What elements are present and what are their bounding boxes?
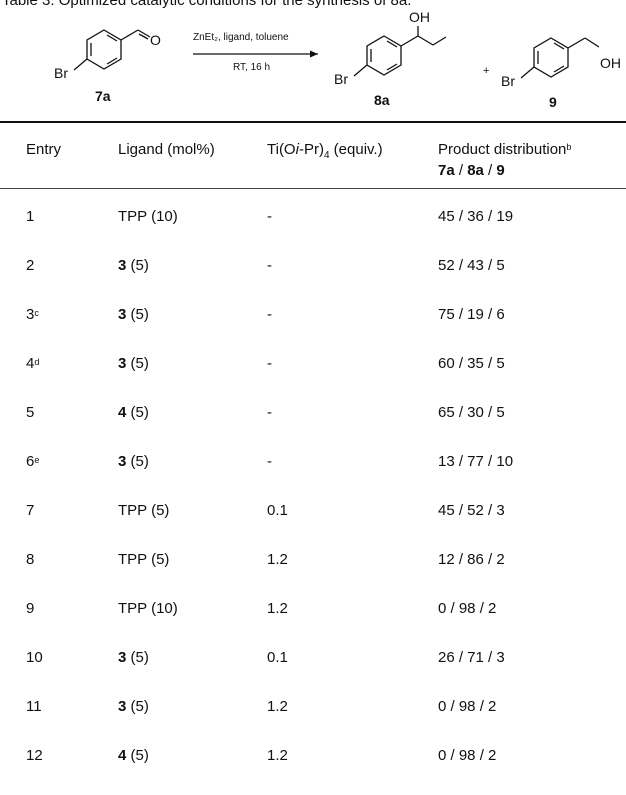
cell-entry: 12 [26, 747, 43, 764]
table-row: 9 TPP (10) 1.2 0 / 98 / 2 [0, 599, 626, 648]
cell-product-distribution: 65 / 30 / 5 [438, 404, 505, 421]
cell-entry: 5 [26, 404, 35, 421]
cell-entry: 9 [26, 600, 35, 617]
table-row: 3c 3 (5) - 75 / 19 / 6 [0, 305, 626, 354]
cell-ti-equiv: 0.1 [267, 649, 288, 666]
cell-ti-equiv: - [267, 355, 272, 372]
cell-ligand: 3 (5) [118, 453, 149, 470]
arrow-conditions-top: ZnEt₂, ligand, toluene [193, 32, 289, 43]
table-row: 1 TPP (10) - 45 / 36 / 19 [0, 207, 626, 256]
byproduct-bromine: Br [501, 73, 515, 89]
cell-product-distribution: 26 / 71 / 3 [438, 649, 505, 666]
cell-ti-equiv: 1.2 [267, 747, 288, 764]
cell-ligand: 4 (5) [118, 747, 149, 764]
table-row: 5 4 (5) - 65 / 30 / 5 [0, 403, 626, 452]
cell-product-distribution: 0 / 98 / 2 [438, 747, 497, 764]
cell-ligand: TPP (10) [118, 208, 178, 225]
cell-entry: 7 [26, 502, 35, 519]
product-bromine: Br [334, 71, 348, 87]
cell-entry: 3c [26, 306, 39, 323]
cell-ti-equiv: 0.1 [267, 502, 288, 519]
cell-product-distribution: 0 / 98 / 2 [438, 698, 497, 715]
cell-ligand: 3 (5) [118, 257, 149, 274]
substrate-oxygen: O [150, 32, 161, 48]
cell-ti-equiv: 1.2 [267, 600, 288, 617]
reaction-scheme: O Br 7a ZnEt₂, ligand, toluene RT, 16 h … [54, 9, 621, 110]
table-row: 2 3 (5) - 52 / 43 / 5 [0, 256, 626, 305]
cell-entry: 6e [26, 453, 40, 470]
cell-entry: 11 [26, 698, 42, 715]
substrate-bromine: Br [54, 65, 68, 81]
cell-product-distribution: 45 / 36 / 19 [438, 208, 514, 225]
table-row: 11 3 (5) 1.2 0 / 98 / 2 [0, 697, 626, 746]
substrate-label: 7a [95, 88, 111, 104]
table-header-rule [0, 188, 626, 189]
table-row: 6e 3 (5) - 13 / 77 / 10 [0, 452, 626, 501]
cell-product-distribution: 52 / 43 / 5 [438, 257, 505, 274]
cell-product-distribution: 12 / 86 / 2 [438, 551, 505, 568]
header-ligand: Ligand (mol%) [118, 141, 215, 158]
cell-product-distribution: 13 / 77 / 10 [438, 453, 514, 470]
product-hydroxyl: OH [409, 9, 430, 25]
table-caption: Table 3. Optimized catalytic conditions … [2, 0, 412, 9]
cell-ti-equiv: 1.2 [267, 698, 288, 715]
plus-sign: + [483, 65, 489, 77]
cell-ligand: 3 (5) [118, 306, 149, 323]
cell-ligand: 4 (5) [118, 404, 149, 421]
cell-ti-equiv: 1.2 [267, 551, 288, 568]
byproduct-label: 9 [549, 94, 557, 110]
cell-product-distribution: 0 / 98 / 2 [438, 600, 497, 617]
table-top-rule [0, 121, 626, 123]
cell-entry: 2 [26, 257, 35, 274]
cell-ligand: 3 (5) [118, 649, 149, 666]
cell-ti-equiv: - [267, 257, 272, 274]
product-label: 8a [374, 92, 390, 108]
table-row: 10 3 (5) 0.1 26 / 71 / 3 [0, 648, 626, 697]
cell-ligand: TPP (5) [118, 502, 170, 519]
cell-ti-equiv: - [267, 404, 272, 421]
cell-ligand: 3 (5) [118, 355, 149, 372]
header-product-distribution: Product distributionb 7a / 8a / 9 [438, 141, 572, 179]
table-row: 8 TPP (5) 1.2 12 / 86 / 2 [0, 550, 626, 599]
header-ti-equiv: Ti(Oi-Pr)4 (equiv.) [267, 141, 383, 161]
arrow-conditions-bottom: RT, 16 h [233, 62, 270, 73]
header-entry: Entry [26, 141, 62, 158]
substrate-structure [73, 29, 151, 71]
table-row: 7 TPP (5) 0.1 45 / 52 / 3 [0, 501, 626, 550]
cell-product-distribution: 60 / 35 / 5 [438, 355, 505, 372]
table-row: 4d 3 (5) - 60 / 35 / 5 [0, 354, 626, 403]
product-structure [353, 26, 447, 77]
cell-ti-equiv: - [267, 208, 272, 225]
cell-ligand: 3 (5) [118, 698, 149, 715]
cell-product-distribution: 75 / 19 / 6 [438, 306, 505, 323]
cell-ti-equiv: - [267, 453, 272, 470]
cell-product-distribution: 45 / 52 / 3 [438, 502, 505, 519]
cell-ligand: TPP (10) [118, 600, 178, 617]
byproduct-hydroxyl: OH [600, 55, 621, 71]
cell-entry: 4d [26, 355, 40, 372]
cell-entry: 8 [26, 551, 35, 568]
cell-entry: 10 [26, 649, 43, 666]
cell-ti-equiv: - [267, 306, 272, 323]
cell-entry: 1 [26, 208, 35, 225]
reaction-arrowhead [310, 50, 318, 58]
table-row: 12 4 (5) 1.2 0 / 98 / 2 [0, 746, 626, 795]
cell-ligand: TPP (5) [118, 551, 170, 568]
byproduct-structure [520, 37, 600, 79]
